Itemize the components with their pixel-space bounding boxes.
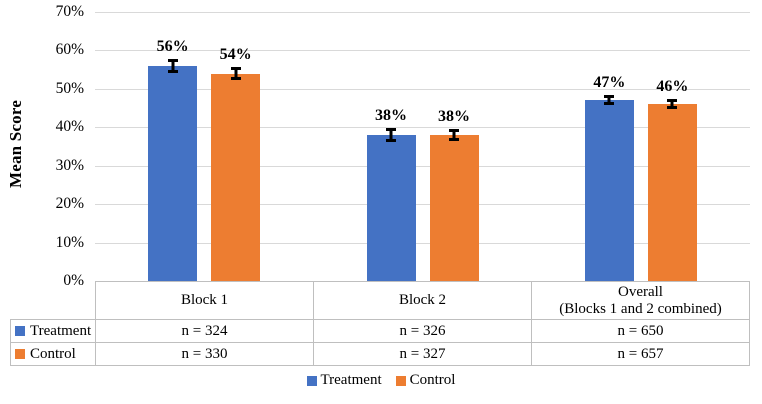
- data-table: Block 1 Block 2 Overall (Blocks 1 and 2 com…: [10, 281, 750, 366]
- series-name-label: Control: [30, 345, 76, 362]
- error-bar: [449, 128, 459, 142]
- error-bar-cap: [604, 102, 615, 106]
- n-value-cell: n = 330: [95, 342, 314, 366]
- error-bar-cap: [386, 128, 396, 132]
- table-row: Control n = 330 n = 327 n = 657: [10, 342, 750, 366]
- bar-value-label: 38%: [438, 107, 470, 125]
- legend-key: Control: [11, 346, 95, 363]
- legend-item-treatment: Treatment: [306, 372, 382, 389]
- error-bar: [604, 95, 615, 106]
- error-bar-cap: [449, 138, 459, 142]
- n-value-cell: n = 324: [95, 319, 314, 343]
- y-tick-label: 10%: [55, 233, 84, 251]
- error-bar: [230, 67, 241, 80]
- gridline: [95, 50, 750, 52]
- table-header-row: Block 1 Block 2 Overall (Blocks 1 and 2 com…: [11, 281, 750, 320]
- legend-key: Treatment: [11, 323, 95, 340]
- bar-control-block-2: [429, 134, 479, 281]
- gridline: [95, 242, 750, 244]
- bar-treatment-overall: [584, 100, 634, 281]
- bar-control-block-1: [211, 73, 261, 281]
- category-header-line: Overall: [618, 283, 663, 300]
- legend-key-cell: Control: [10, 342, 96, 366]
- error-bar-cap: [230, 76, 241, 80]
- table-corner-cell: [11, 282, 96, 320]
- bar-control-overall: [647, 104, 697, 281]
- error-bar-line: [607, 95, 611, 106]
- series-name-label: Treatment: [30, 322, 92, 339]
- error-bar-line: [452, 128, 456, 142]
- legend-item-label: Treatment: [320, 372, 382, 388]
- y-tick-label: 0%: [63, 272, 84, 289]
- error-bar-cap: [167, 58, 178, 62]
- y-tick-label: 60%: [55, 41, 84, 59]
- category-header-line: Block 2: [398, 292, 447, 308]
- error-bar: [667, 99, 678, 110]
- y-tick-label: 40%: [55, 118, 84, 136]
- error-bar-line: [670, 99, 674, 110]
- bar-value-label: 46%: [656, 78, 689, 96]
- error-bar: [386, 128, 396, 142]
- gridline: [95, 204, 750, 206]
- category-header-cell: Block 1: [95, 281, 314, 320]
- y-axis-title: Mean Score: [6, 99, 25, 189]
- control-swatch-icon: [395, 375, 406, 386]
- legend-key-cell: Treatment: [10, 319, 96, 343]
- plot-area: 56% 54% 38% 38% 47% 46%: [95, 12, 750, 281]
- error-bar: [167, 58, 178, 73]
- error-bar-cap: [230, 67, 241, 71]
- bar-value-label: 38%: [375, 107, 407, 125]
- error-bar-cap: [604, 95, 615, 99]
- error-bar-line: [389, 128, 393, 142]
- legend-item-label: Control: [409, 372, 456, 388]
- bar-treatment-block-2: [366, 134, 416, 281]
- gridline: [95, 165, 750, 167]
- error-bar-cap: [667, 106, 678, 110]
- bar-value-label: 54%: [219, 46, 252, 64]
- bar-value-label: 47%: [593, 74, 626, 92]
- bar-treatment-block-1: [148, 65, 198, 281]
- control-swatch-icon: [15, 349, 25, 359]
- legend: Treatment Control: [0, 372, 762, 389]
- error-bar-cap: [667, 99, 678, 103]
- category-header-cell: Block 2: [313, 281, 532, 320]
- n-value-cell: n = 327: [313, 342, 532, 366]
- y-tick-label: 30%: [55, 156, 84, 174]
- n-value-cell: n = 326: [313, 319, 532, 343]
- table-row: Treatment n = 324 n = 326 n = 650: [10, 319, 750, 343]
- category-header-line: Block 1: [180, 292, 229, 308]
- category-header-cell: Overall (Blocks 1 and 2 combined): [531, 281, 750, 320]
- legend-item-control: Control: [395, 372, 456, 389]
- y-tick-label: 20%: [55, 195, 84, 213]
- error-bar-line: [234, 67, 238, 80]
- gridline: [95, 88, 750, 90]
- n-value-cell: n = 657: [531, 342, 750, 366]
- error-bar-cap: [386, 138, 396, 142]
- bar-value-label: 56%: [156, 37, 189, 55]
- error-bar-cap: [449, 128, 459, 132]
- n-value-cell: n = 650: [531, 319, 750, 343]
- gridline: [95, 127, 750, 129]
- category-header-line: (Blocks 1 and 2 combined): [559, 300, 722, 317]
- y-tick-label: 50%: [55, 79, 84, 97]
- gridline: [95, 12, 750, 13]
- error-bar-cap: [167, 69, 178, 73]
- treatment-swatch-icon: [15, 326, 25, 336]
- error-bar-line: [171, 58, 175, 73]
- treatment-swatch-icon: [306, 375, 317, 386]
- y-tick-label: 70%: [55, 3, 84, 20]
